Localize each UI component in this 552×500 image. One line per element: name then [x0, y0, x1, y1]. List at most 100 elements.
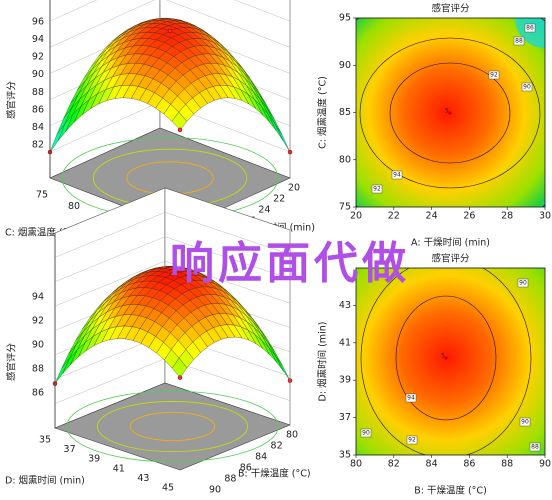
level-label: 92 [373, 186, 381, 193]
level-label: 94 [393, 172, 401, 179]
z-tick-label: 88 [32, 87, 44, 98]
level-box [360, 428, 372, 438]
level-label: 92 [490, 72, 498, 79]
y-tick-label: 37 [339, 412, 351, 423]
contour-line [360, 268, 532, 455]
z-tick-label: 88 [32, 364, 44, 375]
y-tick-label: 35 [339, 450, 351, 461]
level-label: 88 [515, 38, 523, 45]
y-tick-label: 88 [224, 474, 236, 485]
level-label: 90 [519, 280, 527, 287]
y-tick-label: 86 [240, 463, 252, 474]
x-axis-label: A: 干燥时间 (min) [411, 237, 490, 249]
level-box [488, 70, 500, 80]
y-tick-label: 80 [286, 430, 298, 441]
z-tick-label: 84 [32, 122, 44, 133]
x-tick-label: 22 [388, 211, 400, 222]
surface-cell [171, 357, 188, 378]
y-tick-label: 95 [339, 13, 351, 24]
z-axis-label: 感官评分 [6, 343, 18, 382]
y-tick-label: 24 [258, 205, 270, 216]
surface-cell [171, 111, 188, 131]
y-tick-label: 41 [339, 337, 351, 348]
wall-grid [54, 260, 291, 307]
z-tick-label: 94 [32, 34, 44, 45]
center-label: 5 [441, 353, 445, 360]
x-tick-label: 30 [539, 211, 551, 222]
y-tick-label: 90 [339, 60, 351, 71]
design-point [287, 378, 293, 383]
wall-grid [49, 0, 291, 48]
x-tick-label: 90 [539, 459, 551, 470]
x-axis-label: D: 烟熏时间 (min) [5, 475, 85, 487]
center-label: 5 [445, 108, 449, 115]
contour-fill [356, 268, 545, 455]
x-tick-label: 20 [350, 211, 362, 222]
contour-line [359, 37, 541, 189]
level-box [519, 417, 531, 427]
floor-contour [66, 390, 279, 463]
y-tick-label: 43 [339, 300, 351, 311]
y-tick-label: 82 [271, 441, 283, 452]
center-point [444, 356, 448, 360]
level-label: 88 [531, 444, 539, 451]
x-tick-label: 80 [350, 459, 362, 470]
floor-contour [96, 401, 249, 452]
level-label: 92 [408, 437, 416, 444]
x-tick-label: 82 [388, 459, 400, 470]
x-tick-label: 26 [463, 211, 475, 222]
z-tick-label: 96 [32, 17, 44, 28]
design-point [170, 271, 175, 277]
contour-title: 感官评分 [431, 253, 470, 265]
contour-line [389, 62, 511, 164]
level-box [406, 435, 418, 445]
x-tick-label: 86 [463, 459, 475, 470]
z-tick-label: 86 [32, 388, 44, 399]
level-box [524, 23, 536, 33]
z-tick-label: 82 [32, 140, 44, 151]
center-point [448, 111, 452, 115]
x-tick-label: 28 [501, 211, 513, 222]
y-tick-label: 85 [339, 107, 351, 118]
level-label: 90 [362, 430, 370, 437]
floor [54, 382, 291, 471]
design-point [177, 127, 183, 133]
corner-fill [515, 18, 545, 48]
y-axis-label: C: 烟熏温度 (°C) [317, 76, 329, 149]
y-axis-label: B: 干燥温度 (°C) [238, 468, 311, 480]
design-point [287, 149, 293, 155]
design-point [167, 28, 173, 34]
x-tick-label: 88 [501, 459, 513, 470]
x-tick-label: 39 [88, 454, 100, 465]
level-box [391, 170, 403, 180]
x-tick-label: 24 [426, 211, 438, 222]
wall-grid [54, 212, 291, 258]
z-tick-label: 86 [32, 104, 44, 115]
z-tick-label: 90 [32, 340, 44, 351]
z-tick-label: 92 [32, 52, 44, 63]
floor-contour [129, 412, 216, 441]
x-tick-label: 75 [36, 190, 48, 201]
level-box [521, 82, 533, 92]
wall-grid [49, 0, 291, 22]
y-tick-label: 80 [339, 154, 351, 165]
level-box [529, 442, 541, 452]
floor [49, 127, 291, 229]
z-tick-label: 94 [32, 292, 44, 303]
x-tick-label: 45 [162, 483, 174, 494]
level-label: 94 [407, 395, 415, 402]
watermark: 响应面代做 [170, 238, 410, 289]
x-tick-label: 41 [113, 463, 125, 474]
x-tick-label: 37 [64, 444, 76, 455]
wall-grid [54, 236, 291, 282]
y-tick-label: 22 [273, 194, 285, 205]
y-axis-label: D: 烟熏时间 (min) [317, 322, 329, 402]
y-tick-label: 75 [339, 202, 351, 213]
x-axis-label: B: 干燥温度 (°C) [414, 485, 487, 497]
y-tick-label: 84 [255, 452, 267, 463]
x-tick-label: 84 [426, 459, 438, 470]
level-box [517, 278, 529, 288]
design-point [177, 375, 183, 380]
z-tick-label: 92 [32, 316, 44, 327]
contour-line [395, 295, 497, 421]
